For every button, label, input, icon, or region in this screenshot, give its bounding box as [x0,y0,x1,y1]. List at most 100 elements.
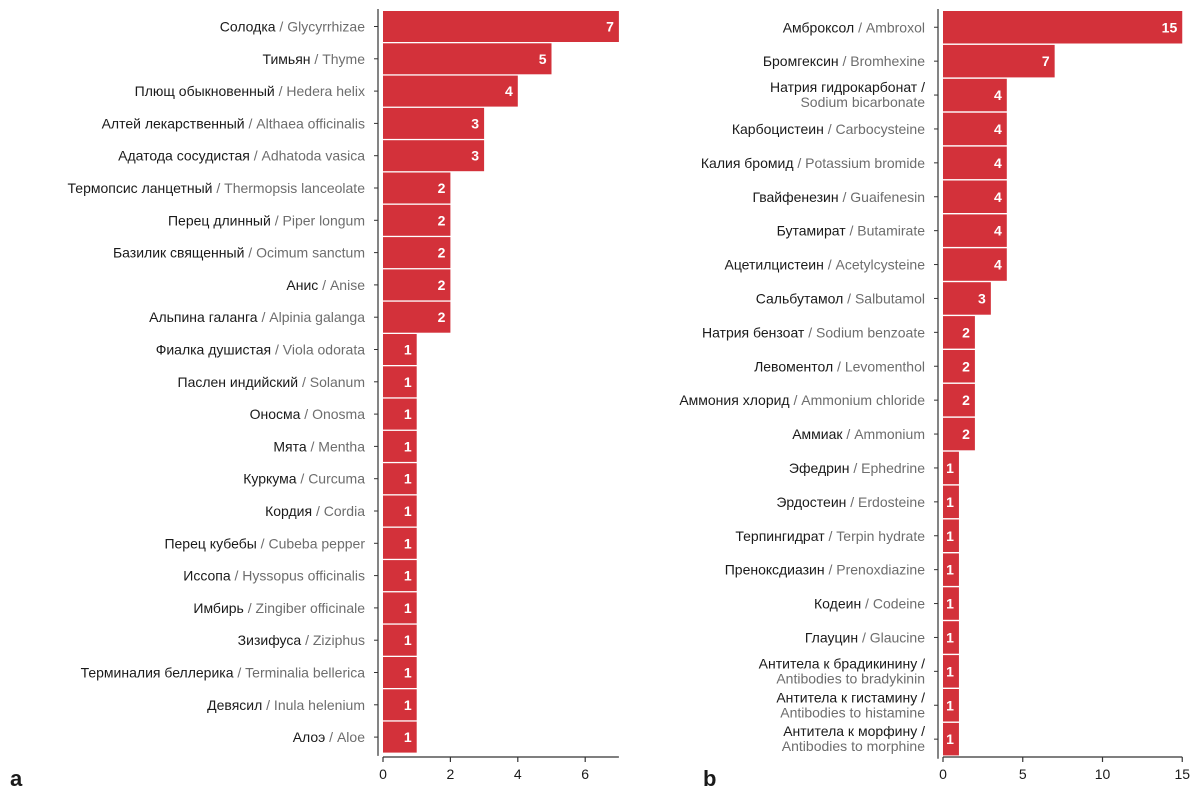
tick-label-ru-b-14: Эрдостеин [776,494,846,510]
tick-label-b-14: Эрдостеин / Erdosteine [776,494,925,510]
data-label-b-13: 1 [946,460,954,476]
tick-label-a-5: Термопсис ланцетный / Thermopsis lanceol… [68,180,366,196]
data-label-a-9: 2 [438,309,446,325]
bar-a-3 [383,107,485,139]
tick-label-ru-a-20: Терминалия беллерика [81,665,234,681]
data-label-b-20: 1 [946,697,954,713]
bar-a-1 [383,43,552,75]
tick-label-en-a-2: / Hedera helix [275,83,365,99]
tick-label-en-b-9: / Sodium benzoate [804,324,925,340]
data-label-a-5: 2 [438,180,446,196]
data-label-a-13: 1 [404,438,412,454]
tick-label-ru-a-16: Перец кубебы [164,535,256,551]
data-label-b-11: 2 [962,392,970,408]
tick-label-a-10: Фиалка душистая / Viola odorata [156,342,366,358]
x-tick-label-a-1: 2 [447,766,455,782]
bar-b-9 [943,316,975,349]
data-label-a-12: 1 [404,406,412,422]
bar-a-19 [383,624,417,656]
tick-label-en-a-18: / Zingiber officinale [244,600,365,616]
tick-label-ru-b-17: Кодеин [814,596,861,612]
tick-label-en-a-12: / Onosma [300,406,365,422]
bar-b-16 [943,553,959,586]
data-label-a-21: 1 [404,697,412,713]
data-label-a-8: 2 [438,277,446,293]
tick-label-en-a-17: / Hyssopus officinalis [231,568,365,584]
tick-label-a-21: Девясил / Inula helenium [207,697,365,713]
bar-b-14 [943,485,959,519]
bar-a-10 [383,334,417,365]
tick-label-en-b-18: / Glaucine [858,629,925,645]
tick-label-en-b-10: / Levomenthol [833,358,925,374]
tick-label-en-a-14: / Curcuma [297,471,366,487]
tick-label-en-b-15: / Terpin hydrate [825,528,926,544]
tick-label-ru-a-2: Плющ обыкновенный [135,83,275,99]
tick-label-ru-a-22: Алоэ [293,729,326,745]
bar-b-10 [943,350,975,383]
bar-b-0 [943,11,1183,44]
data-label-b-4: 4 [994,155,1002,171]
bar-b-13 [943,451,959,485]
bar-a-14 [383,463,417,495]
tick-label-b-8: Сальбутамол / Salbutamol [756,290,925,306]
tick-label-ru-a-6: Перец длинный [168,212,271,228]
tick-label-en-a-21: / Inula helenium [262,697,365,713]
data-label-b-0: 15 [1162,19,1178,35]
tick-label-ru-a-8: Анис [286,277,318,293]
tick-label-b-10: Левоментол / Levomenthol [754,358,925,374]
bar-b-2 [943,78,1007,112]
tick-label-a-2: Плющ обыкновенный / Hedera helix [135,83,365,99]
bar-b-3 [943,112,1007,146]
tick-label-b-3: Карбоцистеин / Carbocysteine [732,121,925,137]
tick-label-en-a-19: / Ziziphus [301,632,365,648]
tick-label-en-b-4: / Potassium bromide [794,155,926,171]
data-label-b-18: 1 [946,629,954,645]
data-label-a-11: 1 [404,374,412,390]
x-tick-label-b-3: 15 [1174,766,1190,782]
bar-b-4 [943,146,1007,180]
tick-label-a-16: Перец кубебы / Cubeba pepper [164,535,365,551]
bar-b-8 [943,282,991,315]
bar-b-11 [943,383,975,417]
data-label-b-15: 1 [946,528,954,544]
tick-label-en-a-8: / Anise [318,277,365,293]
tick-label-en-b-0: / Ambroxol [854,19,925,35]
panel-letter-b: b [703,766,716,791]
bar-b-1 [943,44,1055,78]
bar-b-20 [943,689,959,722]
x-tick-label-a-2: 4 [514,766,522,782]
tick-label-ru-a-13: Мята [273,438,306,454]
data-label-a-17: 1 [404,568,412,584]
tick-label-ru-a-5: Термопсис ланцетный [68,180,213,196]
x-tick-label-b-0: 0 [939,766,947,782]
data-label-a-14: 1 [404,471,412,487]
x-tick-label-a-0: 0 [379,766,387,782]
tick-label-a-4: Адатода сосудистая / Adhatoda vasica [118,148,365,164]
tick-label-ru-a-11: Паслен индийский [178,374,299,390]
tick-label-b-7: Ацетилцистеин / Acetylcysteine [724,257,925,273]
tick-label-en-a-5: / Thermopsis lanceolate [212,180,365,196]
tick-label-ru-b-21: Антитела к морфину / [783,723,925,739]
tick-label-b-16: Пренокcдиазин / Prenoxdiazine [725,562,925,578]
bar-a-7 [383,237,451,269]
tick-label-a-19: Зизифуса / Ziziphus [238,632,365,648]
tick-label-ru-b-0: Амброксол [783,19,854,35]
data-label-b-6: 4 [994,223,1002,239]
tick-label-b-1: Бромгексин / Bromhexine [763,53,925,69]
tick-label-ru-a-19: Зизифуса [238,632,302,648]
tick-label-en-b-3: / Carbocysteine [824,121,925,137]
tick-label-ru-b-9: Натрия бензоат [702,324,805,340]
tick-label-b-13: Эфедрин / Ephedrine [789,460,925,476]
data-label-b-3: 4 [994,121,1002,137]
bar-a-17 [383,560,417,592]
tick-label-en-b-7: / Acetylcysteine [824,257,925,273]
tick-label-en-a-22: / Aloe [325,729,365,745]
data-label-a-15: 1 [404,503,412,519]
tick-label-en-b-11: / Ammonium chloride [790,392,926,408]
tick-label-b-5: Гвайфенезин / Guaifenesin [752,189,925,205]
tick-label-ru-b-19: Антитела к брадикинину / [759,655,925,671]
data-label-b-17: 1 [946,596,954,612]
tick-label-en-a-4: / Adhatoda vasica [250,148,365,164]
bar-b-12 [943,417,975,451]
data-label-b-12: 2 [962,426,970,442]
